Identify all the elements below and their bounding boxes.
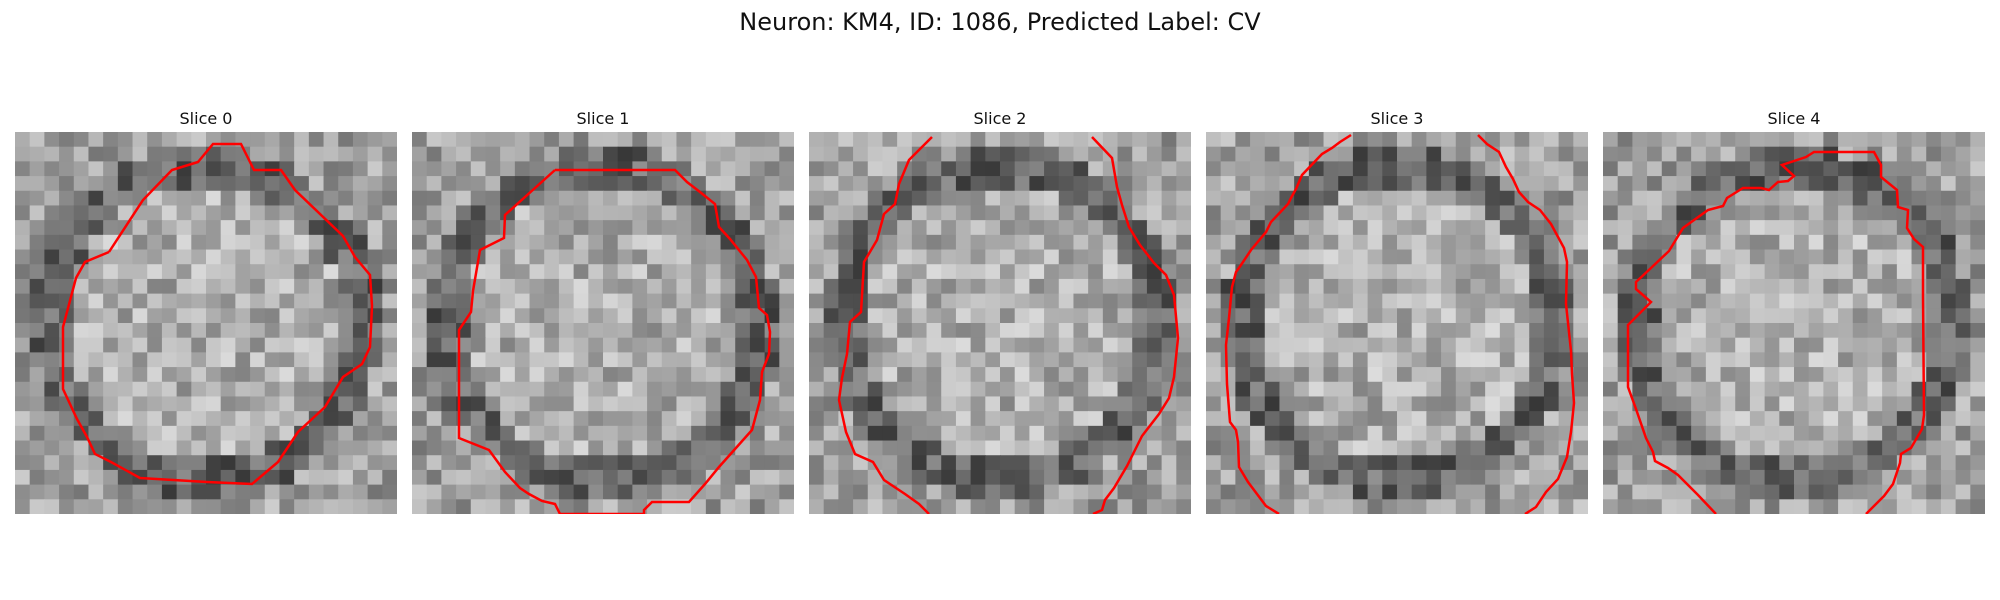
contour-outline-left (1224, 133, 1352, 514)
slice-title-3: Slice 3 (1370, 109, 1424, 128)
contour-outline (457, 168, 772, 514)
slice-panel-4: Slice 4 (1603, 108, 1985, 514)
slice-title-4: Slice 4 (1767, 109, 1821, 128)
slice-title-1: Slice 1 (576, 109, 630, 128)
slice-panel-0: Slice 0 (15, 108, 397, 514)
slice-image-2 (809, 132, 1191, 514)
slice-panel-3: Slice 3 (1206, 108, 1588, 514)
figure-title: Neuron: KM4, ID: 1086, Predicted Label: … (739, 8, 1261, 36)
contour-outline (61, 142, 374, 486)
intensity-pattern (809, 132, 1191, 514)
slice-image-1 (412, 132, 794, 514)
intensity-pattern (15, 132, 397, 514)
contour-outline-left (837, 136, 933, 514)
slice-image-4 (1603, 132, 1985, 514)
slice-panel-2: Slice 2 (809, 108, 1191, 514)
contour-outline-right (1091, 136, 1180, 514)
slice-image-0 (15, 132, 397, 514)
slice-title-2: Slice 2 (973, 109, 1027, 128)
contour-outline-right (1477, 134, 1576, 514)
contour-outline (1626, 150, 1926, 514)
slice-title-0: Slice 0 (179, 109, 233, 128)
intensity-pattern (412, 132, 794, 514)
intensity-pattern (1206, 132, 1588, 514)
slice-image-3 (1206, 132, 1588, 514)
slice-panel-1: Slice 1 (412, 108, 794, 514)
intensity-pattern (1603, 132, 1985, 514)
